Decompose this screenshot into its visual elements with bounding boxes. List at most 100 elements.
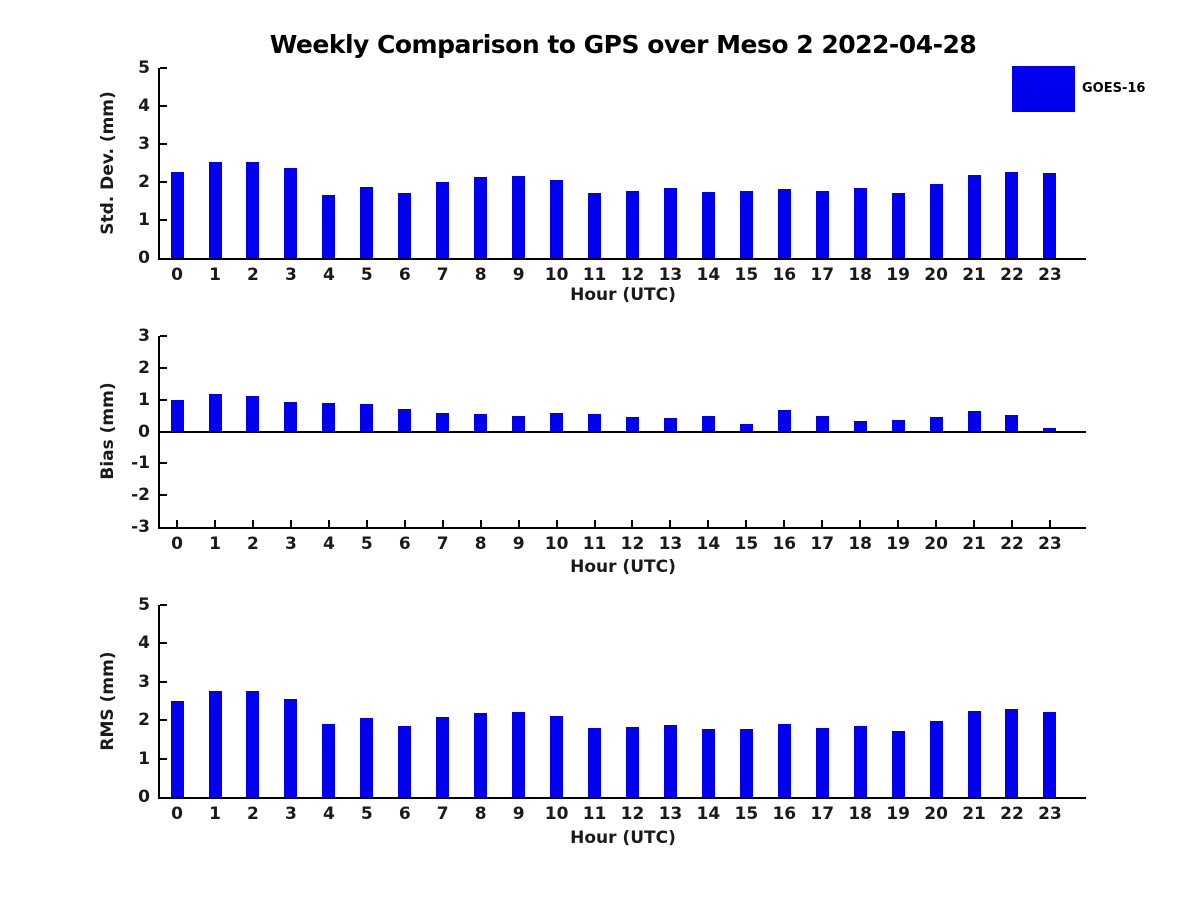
- bar-hour-5: [360, 187, 374, 258]
- bar-hour-13: [663, 417, 677, 432]
- x-tick-label: 7: [436, 534, 449, 554]
- y-tick-mark: [160, 757, 167, 760]
- y-tick-label: 2: [138, 357, 150, 378]
- bar-hour-19: [891, 730, 905, 797]
- x-tick-label: 8: [474, 265, 487, 285]
- bar-hour-10: [550, 412, 564, 432]
- bar-hour-11: [588, 727, 602, 797]
- x-tick-mark: [745, 520, 748, 527]
- bar-hour-18: [853, 188, 867, 258]
- x-tick-label: 13: [658, 265, 683, 285]
- x-tick-mark: [1010, 520, 1013, 527]
- x-tick-label: 14: [696, 534, 721, 554]
- x-tick-mark: [441, 520, 444, 527]
- bar-hour-9: [512, 416, 526, 432]
- x-tick-mark: [973, 520, 976, 527]
- x-tick-label: 10: [544, 534, 569, 554]
- bar-hour-6: [398, 409, 412, 432]
- x-tick-mark: [593, 520, 596, 527]
- bar-hour-20: [929, 183, 943, 258]
- bar-hour-14: [701, 191, 715, 258]
- x-tick-label: 23: [1038, 534, 1062, 554]
- bar-hour-1: [208, 393, 222, 432]
- y-tick-mark: [160, 642, 167, 645]
- bar-hour-15: [739, 729, 753, 797]
- bar-hour-16: [777, 410, 791, 432]
- x-tick-label: 9: [512, 804, 525, 824]
- x-tick-label: 16: [772, 534, 797, 554]
- x-tick-label: 18: [848, 534, 873, 554]
- bar-hour-3: [284, 402, 298, 432]
- x-tick-label: 16: [772, 804, 797, 824]
- bar-hour-1: [208, 161, 222, 258]
- x-tick-label: 3: [285, 265, 297, 285]
- bar-hour-12: [625, 416, 639, 432]
- y-tick-label: 0: [138, 787, 150, 807]
- x-tick-label: 23: [1038, 804, 1062, 824]
- bar-hour-10: [550, 180, 564, 258]
- x-tick-label: 0: [171, 265, 183, 285]
- x-tick-label: 15: [734, 265, 759, 285]
- bar-hour-2: [246, 691, 260, 797]
- x-axis-label-rms: Hour (UTC): [570, 828, 676, 848]
- x-tick-label: 6: [398, 804, 411, 824]
- y-tick-mark: [160, 181, 167, 183]
- plot-area-std-dev: 0 1 2 3 4 5 0 1 2 3 4 5 6 7 8 9 10 11 12 13 14 15 16 17 18 19 20 21…: [138, 58, 1086, 285]
- x-tick-label: 15: [734, 534, 759, 554]
- x-tick-label: 10: [544, 265, 569, 285]
- y-tick-mark: [160, 398, 167, 401]
- x-tick-label: 17: [810, 534, 835, 554]
- bar-hour-9: [512, 712, 526, 797]
- y-tick-label: 3: [138, 671, 150, 692]
- x-tick-mark: [479, 520, 482, 527]
- y-axis-label-rms: RMS (mm): [98, 651, 118, 751]
- bar-hour-6: [398, 725, 412, 797]
- x-tick-label: 12: [620, 804, 645, 824]
- bar-hour-0: [170, 701, 184, 797]
- chart-title: Weekly Comparison to GPS over Meso 2 202…: [269, 30, 977, 59]
- x-tick-label: 4: [322, 534, 335, 554]
- y-tick-label: 0: [138, 248, 150, 268]
- x-tick-label: 18: [848, 804, 873, 824]
- x-tick-label: 22: [1000, 534, 1024, 554]
- y-tick-mark: [160, 335, 167, 337]
- x-tick-mark: [176, 520, 179, 527]
- x-tick-label: 17: [810, 265, 835, 285]
- x-tick-mark: [555, 520, 558, 527]
- x-tick-label: 8: [474, 534, 487, 554]
- x-tick-label: 10: [544, 804, 569, 824]
- x-tick-mark: [935, 520, 938, 527]
- y-tick-mark: [160, 219, 167, 221]
- x-tick-mark: [859, 520, 862, 527]
- y-tick-label: 0: [138, 421, 150, 442]
- x-tick-label: 2: [247, 534, 259, 554]
- x-tick-label: 5: [360, 534, 373, 554]
- x-tick-label: 11: [582, 804, 607, 824]
- bar-hour-18: [853, 420, 867, 432]
- bar-hour-16: [777, 724, 791, 797]
- y-tick-label: 4: [138, 633, 150, 654]
- x-tick-label: 1: [209, 265, 221, 285]
- x-tick-label: 19: [886, 534, 910, 554]
- x-tick-mark: [251, 520, 254, 527]
- x-tick-mark: [327, 520, 330, 527]
- x-tick-label: 7: [436, 804, 449, 824]
- y-tick-label: 1: [138, 748, 150, 769]
- bar-hour-7: [436, 181, 450, 258]
- x-tick-label: 2: [247, 265, 259, 285]
- x-tick-label: 19: [886, 804, 910, 824]
- y-tick-label: 1: [138, 210, 150, 230]
- x-tick-label: 13: [658, 804, 683, 824]
- y-tick-label: 2: [138, 710, 150, 731]
- x-tick-mark: [821, 520, 824, 527]
- y-tick-label: -2: [131, 485, 150, 506]
- bar-hour-15: [739, 190, 753, 258]
- x-tick-label: 19: [886, 265, 910, 285]
- x-tick-label: 0: [171, 534, 183, 554]
- x-tick-label: 12: [620, 534, 645, 554]
- bar-hour-12: [625, 191, 639, 258]
- bar-hour-20: [929, 417, 943, 432]
- x-tick-label: 4: [322, 804, 335, 824]
- x-tick-label: 14: [696, 804, 721, 824]
